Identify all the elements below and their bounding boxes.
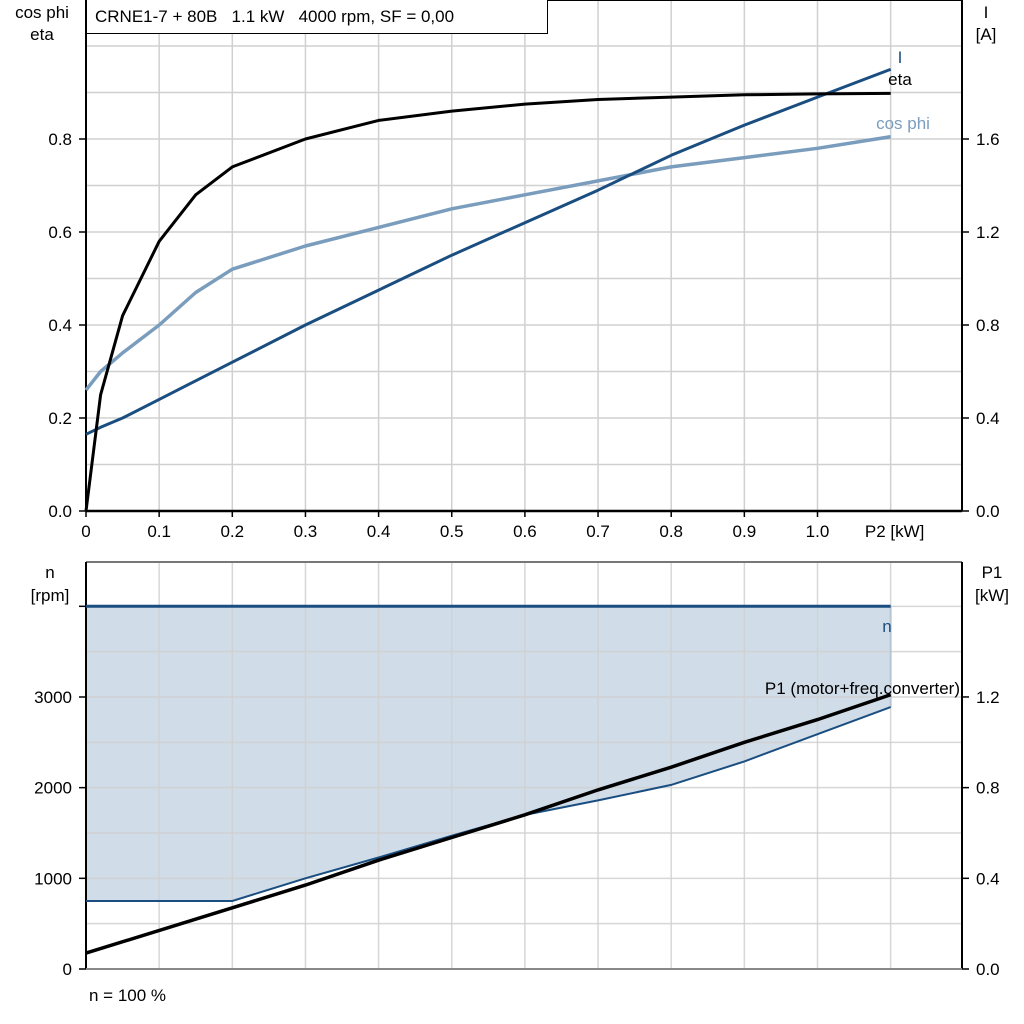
curve-label-eta: eta [888,70,912,89]
right-axis-label-unit: [A] [976,25,997,44]
x-tick-label: 0.2 [220,522,244,541]
y-tick-label-right: 0.8 [976,316,1000,335]
y-tick-label-left: 0 [63,960,72,979]
right-axis-label-kw: [kW] [975,586,1009,605]
chart-title: CRNE1-7 + 80B 1.1 kW 4000 rpm, SF = 0,00 [86,0,548,34]
x-tick-label: 0.3 [294,522,318,541]
y-tick-label-right: 1.6 [976,130,1000,149]
speed-percent-label: n = 100 % [89,986,166,1005]
current-curve [85,67,892,436]
curve-label-n: n [882,617,891,636]
y-tick-label-left: 2000 [34,779,72,798]
right-axis-label-p1: P1 [982,563,1003,582]
y-tick-label-left: 0.6 [48,223,72,242]
x-tick-label: 0.6 [513,522,537,541]
y-tick-label-right: 0.0 [976,960,1000,979]
p1-curve [85,693,892,955]
y-tick-label-left: 3000 [34,688,72,707]
y-tick-label-right: 0.0 [976,502,1000,521]
y-tick-label-right: 0.8 [976,779,1000,798]
y-tick-label-right: 0.4 [976,409,1000,428]
x-tick-label: 0.1 [147,522,171,541]
y-tick-label-left: 0.0 [48,502,72,521]
left-axis-label-n: n [45,563,54,582]
x-axis-label: P2 [kW] [865,522,925,541]
x-tick-label: 0.4 [367,522,391,541]
curve-label-p1: P1 (motor+freq.converter) [765,679,960,698]
x-tick-label: 0 [81,522,90,541]
x-tick-label: 0.7 [586,522,610,541]
y-tick-label-right: 1.2 [976,223,1000,242]
left-axis-label-rpm: [rpm] [31,586,70,605]
left-axis-label-cosphi: cos phi [15,3,69,22]
left-axis-label-eta: eta [30,25,54,44]
curve-label-cos-phi: cos phi [876,114,930,133]
y-tick-label-right: 0.4 [976,869,1000,888]
y-tick-label-left: 0.8 [48,130,72,149]
y-tick-label-left: 0.2 [48,409,72,428]
speed-range-area [86,606,891,901]
y-tick-label-left: 0.4 [48,316,72,335]
cos-phi-curve [84,134,891,392]
eta-curve [84,91,891,512]
y-tick-label-right: 1.2 [976,688,1000,707]
x-tick-label: 0.5 [440,522,464,541]
right-axis-label-I: I [984,3,989,22]
x-tick-label: 0.8 [659,522,683,541]
x-tick-label: 1.0 [806,522,830,541]
x-tick-label: 0.9 [733,522,757,541]
y-tick-label-left: 1000 [34,869,72,888]
curve-label-I: I [898,48,903,67]
